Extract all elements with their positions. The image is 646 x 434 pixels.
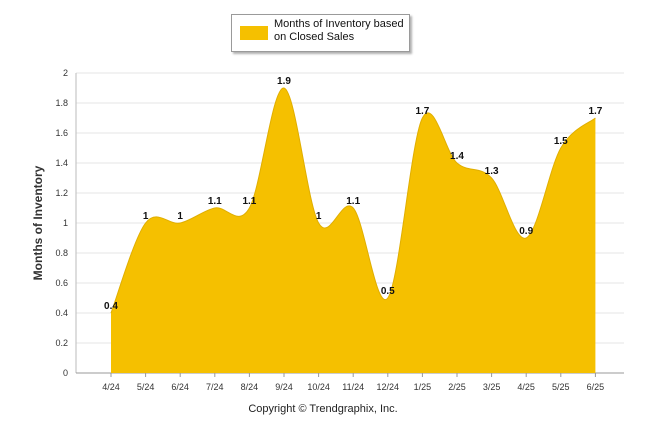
area-series: [110, 87, 596, 374]
data-label: 1.1: [208, 196, 222, 207]
y-tick-labels: 0 0.2 0.4 0.6 0.8 1 1.2 1.4 1.6 1.8 2: [55, 68, 68, 378]
y-tick-label: 1.6: [55, 128, 68, 138]
x-tick-label: 7/24: [206, 382, 224, 392]
x-tick-label: 11/24: [342, 382, 364, 392]
area-fill: [111, 87, 596, 374]
x-tick-label: 5/24: [137, 382, 155, 392]
y-tick-label: 0.4: [55, 308, 68, 318]
x-tick-label: 6/25: [587, 382, 605, 392]
data-label: 1.3: [485, 166, 499, 177]
y-tick-label: 1.2: [55, 188, 68, 198]
y-axis-label: Months of Inventory: [31, 165, 45, 280]
data-label: 1.7: [588, 106, 602, 117]
data-labels: 0.4 1 1 1.1 1.1 1.9 1 1.1 0.5 1.7 1.4 1.3 0.9 1.5 1.7: [104, 76, 603, 312]
data-label: 0.4: [104, 301, 118, 312]
y-tick-label: 1.8: [55, 98, 68, 108]
data-label: 0.9: [519, 226, 533, 237]
data-label: 1.1: [242, 196, 256, 207]
y-tick-label: 2: [63, 68, 68, 78]
legend-label: Months of Inventory based on Closed Sale…: [274, 18, 404, 43]
x-tick-label: 8/24: [241, 382, 259, 392]
x-tick-label: 10/24: [307, 382, 330, 392]
series-line: [110, 87, 596, 314]
data-label: 1.7: [415, 106, 429, 117]
x-tick-labels: 4/24 5/24 6/24 7/24 8/24 9/24 10/24 11/24 12/24 1…: [102, 382, 604, 392]
x-tick-label: 1/25: [414, 382, 432, 392]
x-tick-label: 12/24: [377, 382, 400, 392]
y-tick-label: 1.4: [55, 158, 68, 168]
legend-swatch: [240, 26, 268, 40]
legend: Months of Inventory based on Closed Sale…: [231, 14, 410, 52]
data-label: 1: [316, 211, 322, 222]
x-tick-label: 9/24: [275, 382, 293, 392]
data-label: 1.9: [277, 76, 291, 87]
data-label: 1.4: [450, 151, 464, 162]
data-label: 1.5: [554, 136, 568, 147]
data-label: 1: [177, 211, 183, 222]
copyright-text: Copyright © Trendgraphix, Inc.: [248, 403, 398, 415]
y-tick-label: 0: [63, 368, 68, 378]
data-label: 0.5: [381, 286, 395, 297]
x-tick-label: 5/25: [552, 382, 570, 392]
x-tick-label: 4/25: [517, 382, 535, 392]
x-tick-label: 3/25: [483, 382, 501, 392]
y-tick-label: 0.2: [55, 338, 68, 348]
x-tick-label: 4/24: [102, 382, 120, 392]
x-tick-label: 6/24: [171, 382, 189, 392]
data-label: 1: [143, 211, 149, 222]
y-tick-label: 0.6: [55, 278, 68, 288]
y-tick-label: 0.8: [55, 248, 68, 258]
y-tick-label: 1: [63, 218, 68, 228]
data-label: 1.1: [346, 196, 360, 207]
x-tick-label: 2/25: [448, 382, 466, 392]
